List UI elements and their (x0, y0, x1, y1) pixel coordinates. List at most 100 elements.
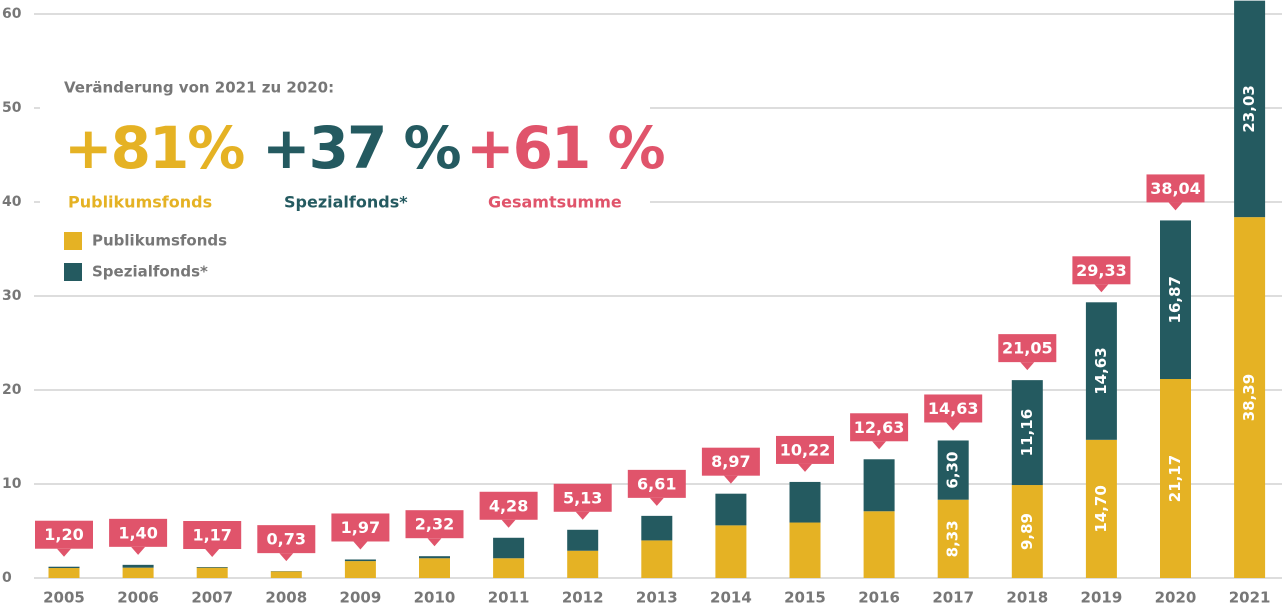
bar-segment (493, 558, 525, 578)
legend-label: Publikumsfonds (92, 232, 227, 250)
total-box (1072, 256, 1131, 285)
annotation-value: +61 % (466, 114, 665, 182)
bar-segment (48, 566, 80, 569)
total-label: 10,22 (780, 440, 831, 459)
total-box (1146, 174, 1205, 203)
annotation-value: +81% (64, 114, 244, 182)
x-tick-label: 2009 (340, 589, 382, 607)
total-box (850, 413, 909, 442)
total-pointer (649, 497, 664, 506)
total-label: 38,04 (1150, 179, 1201, 198)
total-label: 14,63 (928, 399, 979, 418)
total-pointer (723, 475, 738, 484)
x-tick-label: 2008 (265, 589, 307, 607)
total-box (553, 483, 612, 512)
x-tick-label: 2013 (636, 589, 678, 607)
total-pointer (501, 519, 516, 528)
total-label: 2,32 (415, 515, 454, 534)
segment-label: 8,33 (944, 520, 962, 557)
segment-label: 6,30 (944, 452, 962, 489)
bar-segment (1085, 302, 1117, 440)
total-pointer (798, 463, 812, 472)
bar-segment (419, 556, 450, 559)
y-tick-label: 20 (2, 382, 22, 398)
bar-segment (937, 499, 969, 578)
total-pointer (205, 549, 220, 558)
bar-segment (419, 558, 450, 578)
x-tick-label: 2020 (1155, 589, 1197, 607)
bar-segment (641, 540, 673, 578)
annotation-background (40, 70, 650, 290)
total-label: 4,28 (489, 496, 528, 515)
x-tick-label: 2014 (710, 589, 752, 607)
x-tick-label: 2016 (858, 589, 900, 607)
y-tick-label: 30 (2, 288, 22, 304)
x-tick-label: 2012 (562, 589, 604, 607)
y-tick-label: 50 (2, 100, 22, 116)
total-label: 1,17 (192, 526, 231, 545)
total-pointer (1094, 284, 1109, 293)
bar-segment (1011, 485, 1043, 578)
x-tick-label: 2015 (784, 589, 826, 607)
bar-segment (789, 481, 821, 523)
total-pointer (1168, 202, 1183, 211)
total-label: 1,40 (118, 523, 157, 542)
total-label: 0,73 (267, 530, 306, 549)
y-tick-label: 10 (2, 476, 22, 492)
total-label: 29,33 (1076, 261, 1127, 280)
total-box (701, 447, 760, 476)
bar-segment (196, 567, 228, 568)
total-pointer (57, 548, 71, 557)
segment-label: 16,87 (1166, 276, 1184, 323)
x-tick-label: 2011 (488, 589, 530, 607)
annotation-label: Gesamtsumme (488, 193, 622, 212)
bar-segment (196, 567, 228, 578)
segment-label: 21,17 (1166, 455, 1184, 502)
bar-segment (937, 440, 969, 500)
legend-swatch (64, 232, 82, 250)
bar-segment (715, 525, 747, 578)
bar-segment (641, 515, 673, 541)
total-pointer (1020, 362, 1035, 371)
total-pointer (575, 511, 590, 520)
bar-segment (1085, 439, 1117, 578)
total-box (479, 491, 538, 520)
total-label: 12,63 (854, 418, 905, 437)
segment-label: 14,63 (1092, 347, 1110, 394)
bar-segment (48, 568, 80, 578)
bar-segment (344, 561, 376, 578)
total-box (998, 334, 1057, 363)
total-pointer (872, 441, 887, 450)
bar-segment (715, 493, 747, 526)
total-label: 1,97 (341, 518, 380, 537)
segment-label: 14,70 (1092, 485, 1110, 532)
total-box (35, 520, 93, 549)
x-tick-label: 2021 (1229, 589, 1271, 607)
total-label: 8,97 (711, 452, 750, 471)
annotation-title: Veränderung von 2021 zu 2020: (64, 79, 334, 97)
legend-label: Spezialfonds* (92, 263, 208, 281)
annotation-value: +37 % (262, 114, 461, 182)
total-box (776, 435, 834, 464)
bar-segment (1011, 380, 1043, 486)
bar-segment (270, 571, 302, 578)
segment-label: 9,89 (1018, 513, 1036, 550)
total-box (924, 394, 983, 423)
total-label: 5,13 (563, 488, 602, 507)
total-box (109, 518, 168, 547)
bar-segment (863, 459, 895, 512)
bar-segment (493, 537, 525, 559)
x-tick-label: 2019 (1081, 589, 1123, 607)
total-pointer (427, 538, 442, 547)
y-tick-label: 0 (2, 570, 12, 586)
total-box (183, 521, 242, 550)
total-pointer (353, 541, 368, 550)
segment-label: 11,16 (1018, 409, 1036, 456)
bar-segment (122, 564, 154, 568)
bar-segment (1160, 220, 1191, 380)
x-tick-label: 2010 (414, 589, 456, 607)
total-box (257, 525, 316, 554)
x-tick-label: 2006 (117, 589, 159, 607)
total-box (627, 469, 686, 498)
y-tick-label: 60 (2, 6, 22, 22)
